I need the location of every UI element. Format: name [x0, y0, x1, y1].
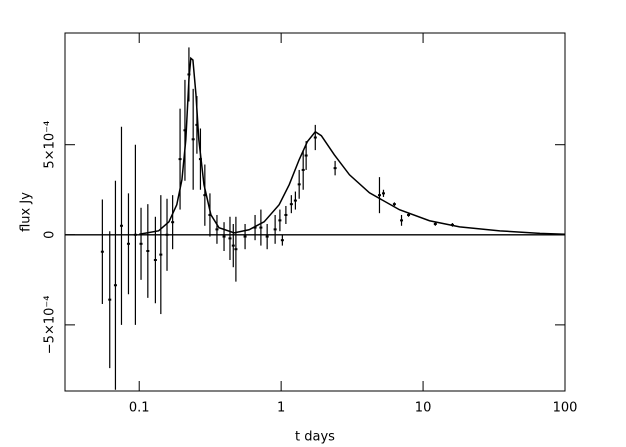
data-point	[195, 123, 199, 126]
data-point	[265, 235, 269, 238]
data-point	[381, 192, 385, 195]
data-point	[183, 129, 187, 132]
data-point	[208, 213, 212, 216]
data-point	[301, 168, 305, 171]
x-axis-label: t days	[295, 430, 335, 445]
data-point	[231, 244, 235, 247]
y-tick-label: 0	[43, 231, 58, 239]
data-point	[284, 213, 288, 216]
model-curve	[139, 56, 566, 235]
data-point	[203, 194, 207, 197]
data-point	[234, 248, 238, 251]
data-point	[113, 284, 117, 287]
data-point	[119, 224, 123, 227]
data-point	[273, 228, 277, 231]
data-point	[313, 136, 317, 139]
data-point	[297, 183, 301, 186]
data-point	[228, 237, 232, 240]
data-point	[433, 222, 437, 225]
data-point	[259, 226, 263, 229]
data-point	[333, 167, 337, 170]
data-point	[178, 158, 182, 161]
data-point	[191, 138, 195, 141]
data-point	[253, 226, 257, 229]
data-point	[400, 219, 404, 222]
plot-frame	[64, 32, 566, 392]
data-point	[293, 199, 297, 202]
x-tick-label: 100	[553, 401, 578, 416]
data-point	[377, 194, 381, 197]
data-point	[108, 298, 112, 301]
y-tick-label: 5×10⁻⁴	[43, 121, 58, 169]
data-point	[222, 235, 226, 238]
data-point	[133, 233, 137, 236]
y-tick-label: −5×10⁻⁴	[43, 296, 58, 355]
data-point	[165, 233, 169, 236]
data-point	[153, 259, 157, 262]
data-point	[171, 221, 175, 224]
data-point	[159, 253, 163, 256]
x-tick-label: 1	[277, 401, 285, 416]
data-point	[304, 154, 308, 157]
data-point	[146, 250, 150, 253]
data-point	[278, 219, 282, 222]
data-point	[289, 203, 293, 206]
x-tick-label: 0.1	[129, 401, 150, 416]
data-point	[243, 235, 247, 238]
x-tick-label: 10	[415, 401, 432, 416]
y-axis-label: flux Jy	[19, 192, 34, 232]
data-point	[392, 203, 396, 206]
data-point	[139, 242, 143, 245]
data-point	[100, 250, 104, 253]
data-point	[280, 239, 284, 242]
data-point	[407, 213, 411, 216]
data-point	[215, 228, 219, 231]
data-point	[126, 242, 130, 245]
